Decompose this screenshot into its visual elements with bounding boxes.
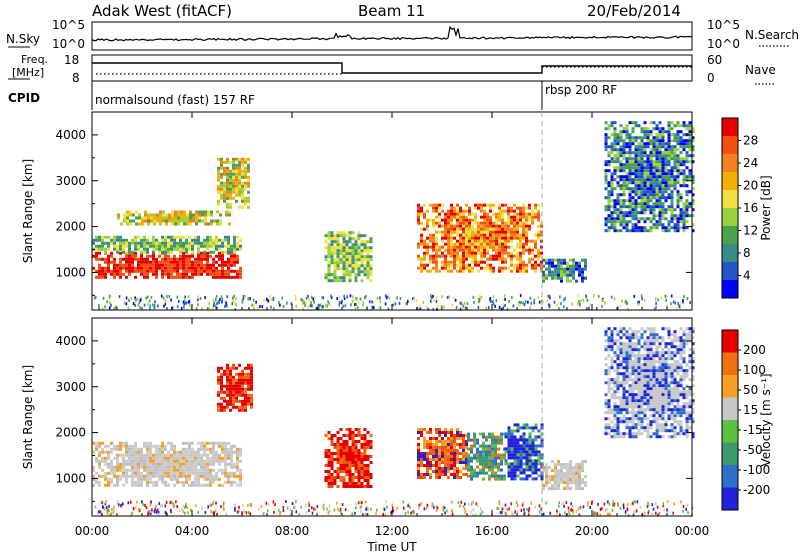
colorbar-segment [722,262,738,281]
echo-region-1 [92,235,242,254]
colorbar-tick-label: 100 [743,363,766,377]
colorbar-tick-label: 8 [743,246,751,260]
near-range-speckle [93,294,691,311]
colorbar-tick-label: 4 [743,269,751,283]
freq-trace [92,62,692,74]
nsearch-tick-top: 10^5 [707,18,740,32]
echo-region-5 [417,203,543,273]
colorbar-segment [722,118,738,137]
colorbar-tick-label: 200 [743,343,766,357]
date-title: 20/Feb/2014 [587,2,681,20]
y-tick-label: 3000 [55,174,86,188]
colorbar-tick-label: 15 [743,403,758,417]
freq-label: Freq. [21,53,48,66]
y-tick-label: 1000 [55,265,86,279]
colorbar-frame [721,329,739,511]
colorbar-segment [722,487,738,511]
nsky-tick-top: 10^5 [52,18,85,32]
freq-tick-bottom: 8 [72,71,80,85]
colorbar-segment [722,442,738,466]
colorbar-tick-label: 50 [743,383,758,397]
y-axis-label: Slant Range [km] [21,159,35,263]
colorbar-tick-label: -15 [743,423,763,437]
nsearch-label: N.Search [745,28,799,42]
colorbar-label: Velocity [m s⁻¹] [759,373,773,466]
nave-label: Nave [745,63,776,77]
x-tick-label: 20:00 [575,524,610,538]
y-tick-label: 2000 [55,426,86,440]
colorbar-segment [722,154,738,173]
nsky-label: N.Sky [6,32,40,46]
echo-region-2 [117,210,231,226]
colorbar-tick-label: 28 [743,134,758,148]
echo-region-3 [417,428,468,479]
colorbar-segment [722,172,738,191]
time-axis: 00:00 04:00 08:00 12:00 16:00 20:00 00:00 [75,524,710,538]
cpid-label: CPID [8,91,40,105]
beam-title: Beam 11 [358,2,425,20]
y-tick-label: 4000 [55,128,86,142]
colorbar-segment [722,280,738,299]
freq-panel-frame [91,54,693,82]
freq-tick-top: 18 [64,53,79,67]
power-heatmap-panel: 1000 2000 3000 4000 Slant Range [km] 28 24 20 16… [21,111,773,311]
echo-region-7 [604,121,695,233]
echo-region-6 [542,258,587,283]
velocity-heatmap-panel: 1000 2000 3000 4000 Slant Range [km] 200 100 50… [21,317,773,517]
colorbar-segment [722,420,738,443]
colorbar-segment [722,397,738,421]
echo-region-2 [324,428,373,488]
colorbar-tick-label: -50 [743,443,763,457]
x-axis-label: Time UT [366,540,417,554]
x-tick-label: 04:00 [175,524,210,538]
nsky-panel-frame [91,21,693,51]
echo-region-0 [92,251,242,279]
nave-tick-top: 60 [707,53,722,67]
colorbar-label: Power [dB] [759,175,773,240]
nave-tick-bottom: 0 [707,71,715,85]
echo-region-4 [324,231,373,283]
freq-unit-label: [MHz] [12,66,44,79]
colorbar-segment [722,190,738,209]
colorbar-tick-label: 16 [743,201,758,215]
echo-region-5 [504,423,544,481]
colorbar-segment [722,244,738,263]
y-tick-label: 4000 [55,334,86,348]
cpid-mode-rbsp: rbsp 200 RF [545,83,617,97]
x-tick-label: 12:00 [375,524,410,538]
colorbar-tick-label: 24 [743,156,758,170]
nsky-trace [91,25,693,42]
echo-region-0 [92,441,242,487]
x-tick-label: 00:00 [675,524,710,538]
colorbar-tick-label: -200 [743,483,770,497]
echo-region-6 [542,460,587,491]
colorbar-tick-label: 12 [743,224,758,238]
y-axis-label: Slant Range [km] [21,365,35,469]
near-range-speckle [94,500,694,517]
colorbar-segment [722,136,738,155]
colorbar-segment [722,375,738,398]
nsearch-tick-bottom: 10^0 [707,37,740,51]
echo-region-3 [217,157,250,209]
colorbar-segment [722,208,738,227]
echo-region-7 [604,327,695,439]
colorbar-segment [722,465,738,488]
station-title: Adak West (fitACF) [92,2,232,20]
echo-region-1 [217,363,253,412]
x-tick-label: 08:00 [275,524,310,538]
x-tick-label: 16:00 [475,524,510,538]
colorbar-tick-label: -100 [743,463,770,477]
colorbar-segment [722,226,738,245]
y-tick-label: 1000 [55,471,86,485]
colorbar-tick-label: 20 [743,179,758,193]
y-tick-label: 2000 [55,220,86,234]
colorbar-segment [722,330,738,353]
y-tick-label: 3000 [55,380,86,394]
cpid-mode-normalsound: normalsound (fast) 157 RF [95,93,255,107]
echo-region-4 [467,432,506,481]
x-tick-label: 00:00 [75,524,110,538]
nsky-tick-bottom: 10^0 [52,37,85,51]
colorbar-segment [722,352,738,376]
